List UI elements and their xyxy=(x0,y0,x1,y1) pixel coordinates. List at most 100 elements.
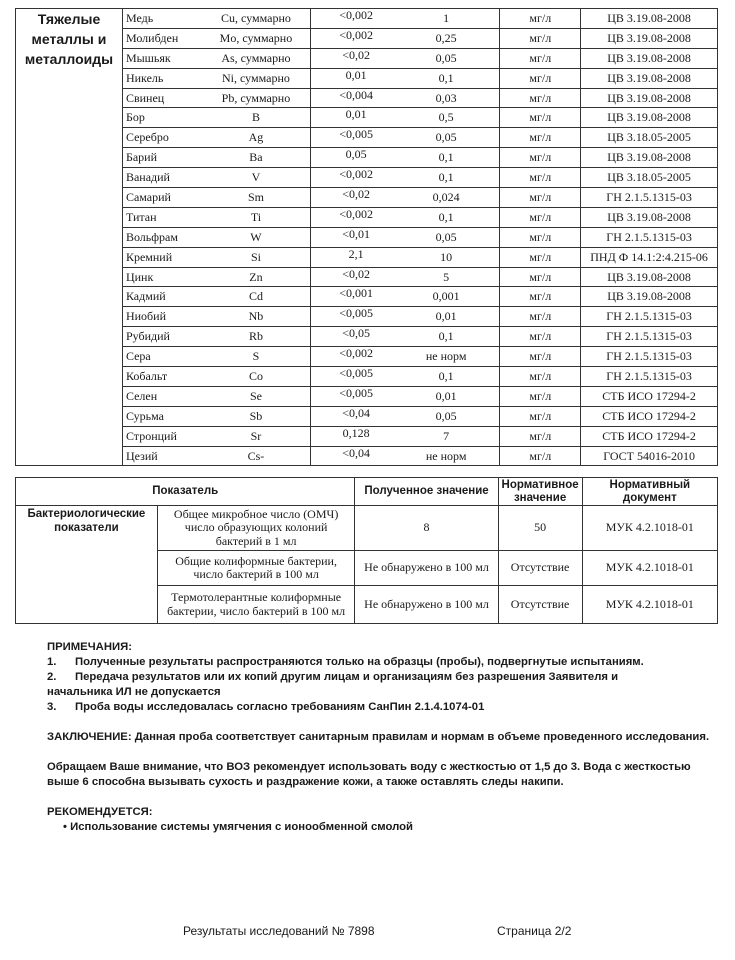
obtained-value: <0,005 xyxy=(339,365,374,380)
norm-doc: ЦВ 3.19.08-2008 xyxy=(580,67,718,89)
table-row: Стронций Sr 0,128 7 мг/л СТБ ИСО 17294-2 xyxy=(16,425,718,447)
norm-value: 1 xyxy=(443,10,450,25)
norm-value: 0,024 xyxy=(432,189,460,204)
norm-value: 0,01 xyxy=(435,388,457,403)
unit: мг/л xyxy=(499,226,582,248)
norm-value: 0,5 xyxy=(438,110,454,125)
element-name: Мышьяк xyxy=(125,50,171,65)
obtained-value: 0,01 xyxy=(345,107,367,122)
group-label: Бактериологические показатели xyxy=(15,505,158,624)
obtained-value: <0,004 xyxy=(339,87,374,102)
element-name: Цезий xyxy=(125,448,158,463)
norm-value: 0,1 xyxy=(438,170,454,185)
element-name: Медь xyxy=(125,10,154,25)
note-item: 2. Передача результатов или их копий друг… xyxy=(47,670,717,685)
footer-page: Страница 2/2 xyxy=(497,924,572,938)
obtained-value: 8 xyxy=(354,505,499,551)
norm-value: не норм xyxy=(425,349,467,364)
value-cell: <0,02 5 xyxy=(309,267,501,288)
attention-note: Обращаем Ваше внимание, что ВОЗ рекоменд… xyxy=(47,761,691,788)
value-cell: 0,128 7 xyxy=(309,426,501,447)
element-symbol: Ni, суммарно xyxy=(222,70,290,85)
norm-doc: ГН 2.1.5.1315-03 xyxy=(580,326,718,348)
norm-doc: СТБ ИСО 17294-2 xyxy=(580,385,718,407)
norm-doc: СТБ ИСО 17294-2 xyxy=(580,425,718,447)
note-number: 3. xyxy=(47,701,57,713)
unit: мг/л xyxy=(499,167,582,189)
norm-value: 0,01 xyxy=(435,309,457,324)
note-text: начальника ИЛ не допускается xyxy=(47,686,221,698)
element-cell: Кобальт Co xyxy=(121,366,311,387)
obtained-value: <0,005 xyxy=(339,306,374,321)
element-name: Стронций xyxy=(125,428,177,443)
value-cell: <0,004 0,03 xyxy=(309,87,501,109)
note-item: 3. Проба воды исследовалась согласно треб… xyxy=(47,700,717,715)
unit: мг/л xyxy=(499,107,582,129)
element-cell: Цезий Cs- xyxy=(121,445,311,467)
element-cell: Барий Ba xyxy=(121,147,311,169)
obtained-value: <0,02 xyxy=(342,47,371,62)
element-symbol: W xyxy=(250,229,262,244)
indicator-name: Термотолерантные колиформные бактерии, ч… xyxy=(156,585,356,624)
value-cell: <0,005 0,01 xyxy=(309,306,501,328)
table-row: Термотолерантные колиформные бактерии, ч… xyxy=(16,585,719,624)
norm-doc: ГН 2.1.5.1315-03 xyxy=(580,366,718,387)
norm-doc: ГН 2.1.5.1315-03 xyxy=(580,306,718,328)
norm-doc: СТБ ИСО 17294-2 xyxy=(580,405,718,427)
element-name: Ниобий xyxy=(125,309,166,324)
element-name: Сурьма xyxy=(125,408,164,423)
element-name: Селен xyxy=(125,388,158,403)
obtained-value: 0,01 xyxy=(345,67,367,82)
value-cell: <0,05 0,1 xyxy=(309,326,501,348)
element-cell: Кадмий Cd xyxy=(121,286,311,308)
norm-doc: ЦВ 3.19.08-2008 xyxy=(580,147,718,169)
value-cell: <0,005 0,05 xyxy=(309,127,501,149)
header-normative: Нормативное значение xyxy=(497,477,583,506)
unit: мг/л xyxy=(499,27,582,49)
norm-value: 0,1 xyxy=(438,209,454,224)
note-text: Проба воды исследовалась согласно требов… xyxy=(75,701,485,713)
obtained-value: <0,002 xyxy=(339,7,374,22)
norm-doc: ГН 2.1.5.1315-03 xyxy=(580,187,718,208)
unit: мг/л xyxy=(499,385,582,407)
unit: мг/л xyxy=(499,67,582,89)
obtained-value: <0,002 xyxy=(339,167,374,182)
unit: мг/л xyxy=(499,326,582,348)
element-name: Цинк xyxy=(125,269,154,284)
element-symbol: B xyxy=(251,110,260,125)
norm-doc: ЦВ 3.19.08-2008 xyxy=(580,27,718,49)
header-indicator: Показатель xyxy=(14,477,356,506)
element-symbol: Ti xyxy=(250,209,262,224)
norm-doc: ЦВ 3.19.08-2008 xyxy=(580,266,718,288)
norm-value: 0,05 xyxy=(435,408,457,423)
bacteria-table: Показатель Полученное значение Нормативн… xyxy=(14,477,719,624)
table-row: Ванадий V <0,002 0,1 мг/л ЦВ 3.18.05-2005 xyxy=(16,167,718,189)
element-cell: Ниобий Nb xyxy=(121,306,311,328)
norm-value: 10 xyxy=(440,249,453,264)
value-cell: 0,05 0,1 xyxy=(309,147,501,169)
unit: мг/л xyxy=(499,127,582,149)
table-row: Цезий Cs- <0,04 не норм мг/л ГОСТ 54016-2010 xyxy=(16,445,718,467)
norm-value: Отсутствие xyxy=(497,550,583,586)
element-name: Барий xyxy=(125,150,158,165)
norm-doc: ЦВ 3.18.05-2005 xyxy=(580,167,718,189)
recommend-item-text: Использование системы умягчения с ионооб… xyxy=(70,821,413,833)
norm-value: 0,05 xyxy=(435,50,457,65)
norm-doc: МУК 4.2.1018-01 xyxy=(581,505,719,551)
recommend-title: РЕКОМЕНДУЕТСЯ: xyxy=(47,806,153,818)
element-cell: Рубидий Rb xyxy=(121,326,311,348)
norm-value: 0,1 xyxy=(438,368,454,383)
obtained-value: <0,04 xyxy=(342,405,371,420)
note-text: Передача результатов или их копий другим… xyxy=(75,671,619,683)
unit: мг/л xyxy=(499,266,582,288)
metals-table: Тяжелые металлы и металлоиды Медь Cu, сумм… xyxy=(15,7,718,467)
element-cell: Серебро Ag xyxy=(121,127,311,149)
conclusion: ЗАКЛЮЧЕНИЕ: Данная проба соответствует с… xyxy=(47,731,710,743)
table-row: Бор B 0,01 0,5 мг/л ЦВ 3.19.08-2008 xyxy=(16,107,718,129)
element-cell: Бор B xyxy=(121,107,311,129)
obtained-value: <0,005 xyxy=(339,127,374,142)
norm-value: 0,03 xyxy=(435,90,457,105)
norm-value: 0,05 xyxy=(435,229,457,244)
note-item: 1. Полученные результаты распространяются… xyxy=(47,655,717,670)
note-text: Полученные результаты распространяются т… xyxy=(75,656,644,668)
